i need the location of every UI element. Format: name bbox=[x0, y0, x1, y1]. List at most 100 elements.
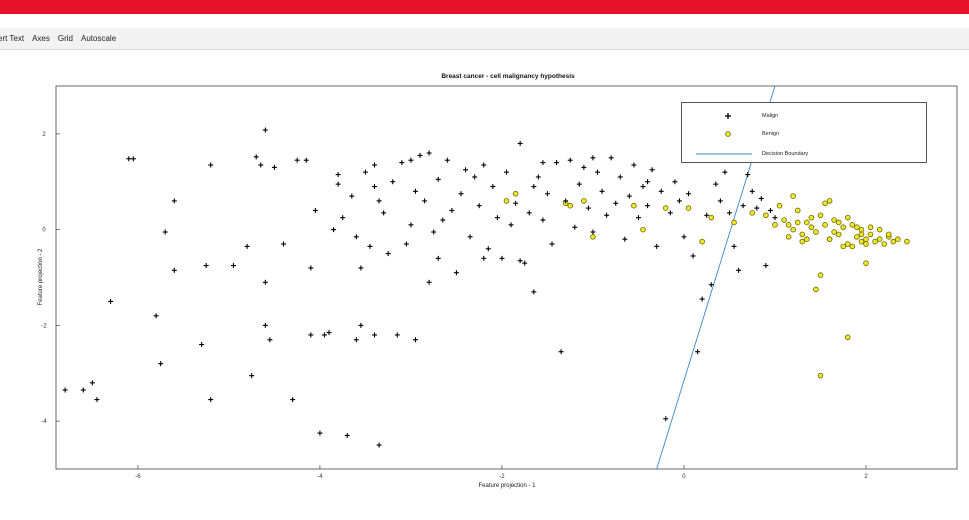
malign-point bbox=[544, 191, 550, 197]
malign-point bbox=[736, 267, 742, 273]
benign-point bbox=[822, 200, 828, 207]
benign-point bbox=[813, 286, 819, 293]
malign-point bbox=[435, 176, 441, 182]
benign-point bbox=[858, 231, 865, 238]
legend: Malign Benign Decision Boundary bbox=[681, 102, 927, 163]
malign-point bbox=[358, 265, 364, 271]
benign-point bbox=[794, 207, 801, 214]
malign-point bbox=[372, 184, 378, 190]
benign-point bbox=[835, 219, 842, 226]
benign-point bbox=[749, 210, 756, 216]
malign-point bbox=[531, 184, 537, 190]
benign-point bbox=[813, 229, 819, 235]
malign-point bbox=[408, 222, 414, 228]
malign-point bbox=[158, 361, 164, 367]
malign-point bbox=[535, 174, 541, 180]
malign-point bbox=[303, 157, 309, 163]
benign-point bbox=[794, 219, 801, 226]
malign-point bbox=[704, 212, 710, 218]
malign-point bbox=[645, 203, 651, 209]
malign-point bbox=[681, 234, 687, 240]
malign-point bbox=[335, 181, 341, 187]
malign-point bbox=[631, 162, 637, 168]
malign-point bbox=[763, 263, 769, 269]
malign-point bbox=[444, 157, 450, 163]
malign-point bbox=[695, 349, 701, 355]
malign-point bbox=[772, 215, 778, 221]
benign-point bbox=[799, 238, 806, 245]
menu-autoscale[interactable]: Autoscale bbox=[81, 34, 117, 43]
benign-point bbox=[808, 214, 815, 221]
malign-point bbox=[422, 198, 428, 204]
malign-point bbox=[376, 198, 382, 204]
menu-axes[interactable]: Axes bbox=[32, 34, 50, 43]
malign-point bbox=[399, 160, 405, 166]
malign-point bbox=[267, 337, 273, 343]
malign-point bbox=[412, 337, 418, 343]
menu-insert-text[interactable]: ert Text bbox=[0, 34, 25, 43]
malign-point bbox=[667, 210, 673, 216]
benign-point bbox=[822, 222, 828, 228]
benign-point bbox=[844, 214, 851, 221]
malign-point bbox=[281, 241, 287, 247]
benign-point bbox=[854, 224, 860, 231]
benign-point bbox=[867, 224, 874, 231]
malign-point bbox=[622, 236, 628, 242]
malign-point bbox=[745, 172, 751, 178]
malign-point bbox=[435, 255, 441, 261]
malign-point bbox=[253, 154, 259, 160]
malign-point bbox=[458, 191, 464, 197]
benign-point bbox=[876, 236, 883, 243]
malign-point bbox=[208, 397, 214, 403]
malign-point bbox=[481, 255, 487, 261]
malign-point bbox=[513, 200, 519, 206]
malign-point bbox=[508, 222, 514, 228]
malign-point bbox=[308, 265, 314, 271]
menu-grid[interactable]: Grid bbox=[57, 34, 74, 43]
malign-point bbox=[617, 174, 623, 180]
benign-point bbox=[867, 231, 874, 238]
benign-point bbox=[785, 234, 792, 240]
benign-point bbox=[790, 226, 796, 233]
malign-point bbox=[467, 234, 473, 240]
malign-point bbox=[686, 191, 692, 197]
benign-point bbox=[844, 241, 851, 247]
malign-point bbox=[499, 255, 505, 261]
malign-point bbox=[80, 387, 86, 393]
plot-area bbox=[55, 85, 958, 470]
x-tick-label: -4 bbox=[317, 474, 323, 480]
malign-point bbox=[654, 243, 660, 249]
malign-point bbox=[731, 243, 737, 249]
benign-point bbox=[854, 234, 860, 240]
y-tick-label: 0 bbox=[42, 228, 46, 234]
x-tick-label: -2 bbox=[499, 474, 505, 480]
malign-point bbox=[412, 188, 418, 194]
malign-point bbox=[635, 215, 641, 221]
malign-point bbox=[494, 215, 500, 221]
malign-point bbox=[754, 205, 760, 211]
malign-point bbox=[567, 157, 573, 163]
malign-point bbox=[171, 198, 177, 204]
benign-point bbox=[840, 243, 847, 250]
benign-point bbox=[804, 236, 810, 243]
benign-point bbox=[581, 198, 587, 204]
benign-point bbox=[835, 231, 842, 238]
benign-point bbox=[512, 190, 519, 197]
malign-point bbox=[126, 156, 132, 162]
malign-point bbox=[722, 169, 728, 175]
legend-label-boundary: Decision Boundary bbox=[762, 151, 809, 157]
malign-point bbox=[672, 179, 678, 185]
malign-point bbox=[640, 184, 646, 190]
legend-label-malign: Malign bbox=[762, 113, 779, 119]
malign-point bbox=[713, 181, 719, 187]
malign-point bbox=[481, 162, 487, 168]
malign-point bbox=[576, 181, 582, 187]
malign-point bbox=[262, 279, 268, 285]
malign-point bbox=[94, 397, 100, 403]
figure-menu-bar: ert Text Axes Grid Autoscale bbox=[0, 28, 969, 50]
benign-point bbox=[849, 222, 856, 228]
malign-point bbox=[249, 373, 255, 379]
malign-point bbox=[394, 332, 400, 338]
malign-point bbox=[290, 397, 296, 403]
malign-point bbox=[153, 313, 159, 319]
